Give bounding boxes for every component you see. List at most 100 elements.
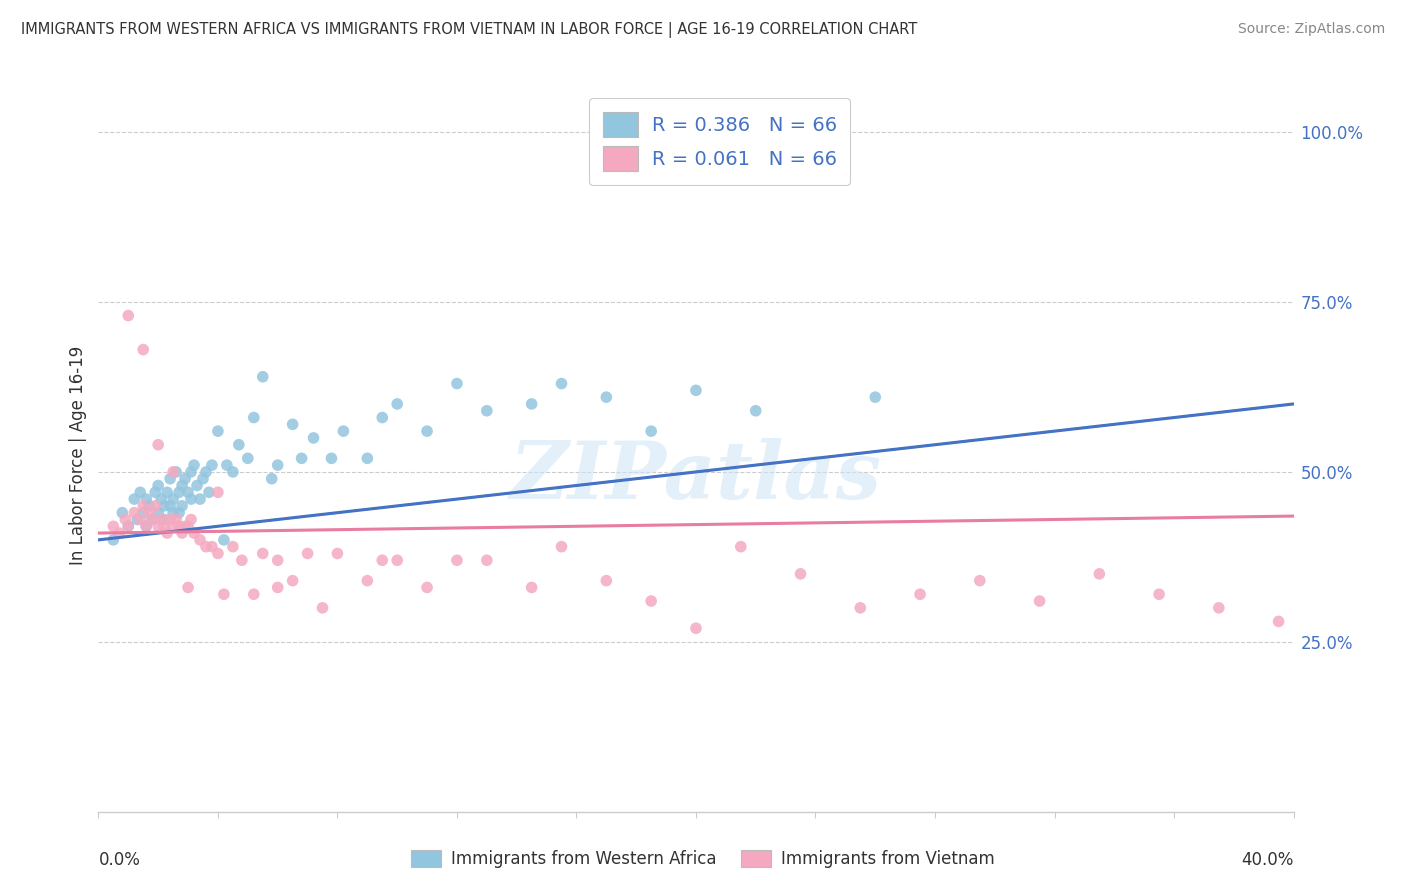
Point bbox=[172, 499, 194, 513]
Point bbox=[156, 485, 179, 500]
Point bbox=[159, 472, 181, 486]
Point bbox=[156, 526, 179, 541]
Point bbox=[1147, 587, 1170, 601]
Point bbox=[332, 424, 354, 438]
Point bbox=[281, 574, 304, 588]
Point bbox=[1267, 615, 1289, 629]
Point bbox=[252, 369, 274, 384]
Point bbox=[162, 519, 184, 533]
Point bbox=[385, 397, 409, 411]
Point bbox=[132, 499, 155, 513]
Point bbox=[180, 465, 202, 479]
Point bbox=[228, 438, 250, 452]
Point bbox=[117, 309, 139, 323]
Point bbox=[180, 512, 202, 526]
Point bbox=[236, 451, 259, 466]
Point bbox=[188, 492, 211, 507]
Point bbox=[129, 485, 152, 500]
Legend: R = 0.386   N = 66, R = 0.061   N = 66: R = 0.386 N = 66, R = 0.061 N = 66 bbox=[589, 98, 851, 185]
Point bbox=[865, 390, 887, 404]
Point bbox=[159, 499, 181, 513]
Point bbox=[446, 553, 468, 567]
Point bbox=[135, 492, 157, 507]
Point bbox=[117, 519, 139, 533]
Point bbox=[135, 519, 157, 533]
Point bbox=[167, 519, 190, 533]
Point bbox=[132, 343, 155, 357]
Point bbox=[475, 403, 498, 417]
Point bbox=[243, 410, 266, 425]
Point bbox=[143, 485, 166, 500]
Point bbox=[141, 512, 163, 526]
Point bbox=[183, 458, 205, 472]
Point bbox=[124, 492, 146, 507]
Point bbox=[212, 587, 235, 601]
Point bbox=[167, 485, 190, 500]
Point bbox=[789, 566, 811, 581]
Point bbox=[153, 519, 176, 533]
Point bbox=[321, 451, 343, 466]
Point bbox=[180, 492, 202, 507]
Point bbox=[730, 540, 752, 554]
Point bbox=[148, 519, 170, 533]
Point bbox=[148, 506, 170, 520]
Point bbox=[222, 540, 245, 554]
Point bbox=[132, 506, 155, 520]
Point bbox=[1028, 594, 1050, 608]
Point bbox=[908, 587, 931, 601]
Point bbox=[172, 478, 194, 492]
Point bbox=[745, 403, 768, 417]
Point bbox=[153, 512, 176, 526]
Point bbox=[148, 478, 170, 492]
Point bbox=[267, 458, 290, 472]
Point bbox=[222, 465, 245, 479]
Point bbox=[198, 485, 221, 500]
Point bbox=[475, 553, 498, 567]
Point bbox=[356, 451, 378, 466]
Point bbox=[385, 553, 409, 567]
Text: ZIPatlas: ZIPatlas bbox=[510, 438, 882, 515]
Point bbox=[188, 533, 211, 547]
Point bbox=[207, 546, 229, 560]
Point bbox=[1208, 600, 1230, 615]
Point bbox=[356, 574, 378, 588]
Point bbox=[212, 533, 235, 547]
Point bbox=[969, 574, 991, 588]
Point bbox=[172, 526, 194, 541]
Point bbox=[311, 600, 333, 615]
Text: 0.0%: 0.0% bbox=[98, 851, 141, 869]
Point bbox=[595, 574, 617, 588]
Point bbox=[108, 526, 131, 541]
Point bbox=[159, 512, 181, 526]
Point bbox=[162, 506, 184, 520]
Point bbox=[174, 519, 197, 533]
Point bbox=[167, 506, 190, 520]
Point bbox=[231, 553, 253, 567]
Point bbox=[191, 472, 214, 486]
Point bbox=[174, 472, 197, 486]
Point bbox=[114, 512, 136, 526]
Point bbox=[550, 376, 572, 391]
Point bbox=[148, 438, 170, 452]
Point bbox=[150, 512, 173, 526]
Point bbox=[252, 546, 274, 560]
Point bbox=[165, 465, 187, 479]
Point bbox=[685, 621, 707, 635]
Point bbox=[135, 519, 157, 533]
Point bbox=[1088, 566, 1111, 581]
Point bbox=[138, 506, 160, 520]
Text: Source: ZipAtlas.com: Source: ZipAtlas.com bbox=[1237, 22, 1385, 37]
Point bbox=[302, 431, 325, 445]
Point bbox=[195, 540, 218, 554]
Point bbox=[150, 492, 173, 507]
Point bbox=[195, 465, 218, 479]
Point bbox=[177, 485, 200, 500]
Point bbox=[371, 410, 394, 425]
Point bbox=[267, 553, 290, 567]
Point bbox=[201, 458, 224, 472]
Point bbox=[416, 581, 439, 595]
Point bbox=[207, 424, 229, 438]
Point bbox=[640, 424, 662, 438]
Point bbox=[640, 594, 662, 608]
Point bbox=[207, 485, 229, 500]
